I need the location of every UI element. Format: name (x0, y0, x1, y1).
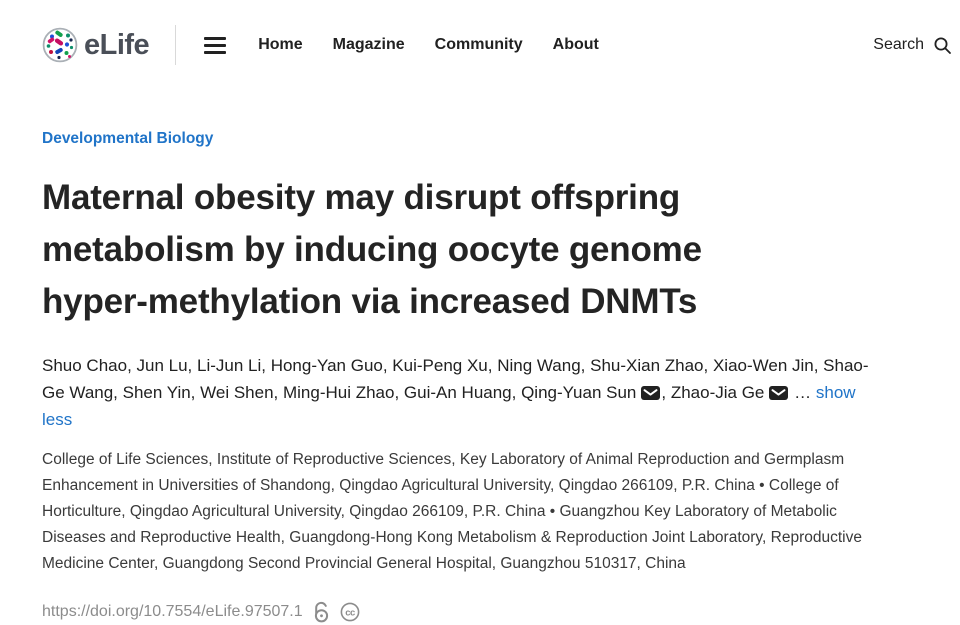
elife-logo[interactable]: eLife (42, 27, 150, 63)
subject-link[interactable]: Developmental Biology (42, 130, 214, 147)
open-access-lock-icon (313, 601, 330, 623)
nav-item-home[interactable]: Home (258, 36, 303, 53)
cc-license-icon: cc (340, 602, 360, 622)
main-nav: Home Magazine Community About (258, 36, 599, 54)
site-header: eLife Home Magazine Community About Sear… (0, 0, 960, 90)
show-less-link[interactable]: show less (42, 383, 856, 429)
search-button[interactable]: Search (873, 36, 954, 55)
envelope-icon[interactable] (641, 386, 661, 400)
nav-item-about[interactable]: About (552, 36, 599, 53)
header-divider (175, 25, 177, 65)
affiliations-text: College of Life Sciences, Institute of R… (42, 451, 862, 572)
search-icon (933, 36, 952, 55)
envelope-icon[interactable] (769, 386, 789, 400)
article-title: Maternal obesity may disrupt offspring m… (42, 172, 862, 328)
author-list: Shuo Chao, Jun Lu, Li-Jun Li, Hong-Yan G… (42, 352, 890, 433)
hamburger-menu-icon[interactable] (202, 33, 228, 58)
ellipsis: … (794, 383, 812, 402)
author-names: Shuo Chao, Jun Lu, Li-Jun Li, Hong-Yan G… (42, 356, 869, 402)
search-label: Search (873, 36, 924, 53)
svg-text:cc: cc (345, 607, 355, 618)
elife-logo-icon (42, 27, 78, 63)
doi-row: https://doi.org/10.7554/eLife.97507.1 cc (42, 601, 890, 623)
nav-item-magazine[interactable]: Magazine (332, 36, 405, 53)
nav-item-community[interactable]: Community (434, 36, 523, 53)
article-title-line: hyper-methylation via increased DNMTs (42, 282, 698, 321)
doi-link[interactable]: https://doi.org/10.7554/eLife.97507.1 (42, 603, 303, 620)
article-title-line: metabolism by inducing oocyte genome (42, 230, 702, 269)
elife-wordmark: eLife (84, 28, 150, 61)
article-title-line: Maternal obesity may disrupt offspring (42, 178, 681, 217)
author-names: , Zhao-Jia Ge (661, 383, 765, 402)
article-header: Developmental Biology Maternal obesity m… (0, 90, 890, 623)
